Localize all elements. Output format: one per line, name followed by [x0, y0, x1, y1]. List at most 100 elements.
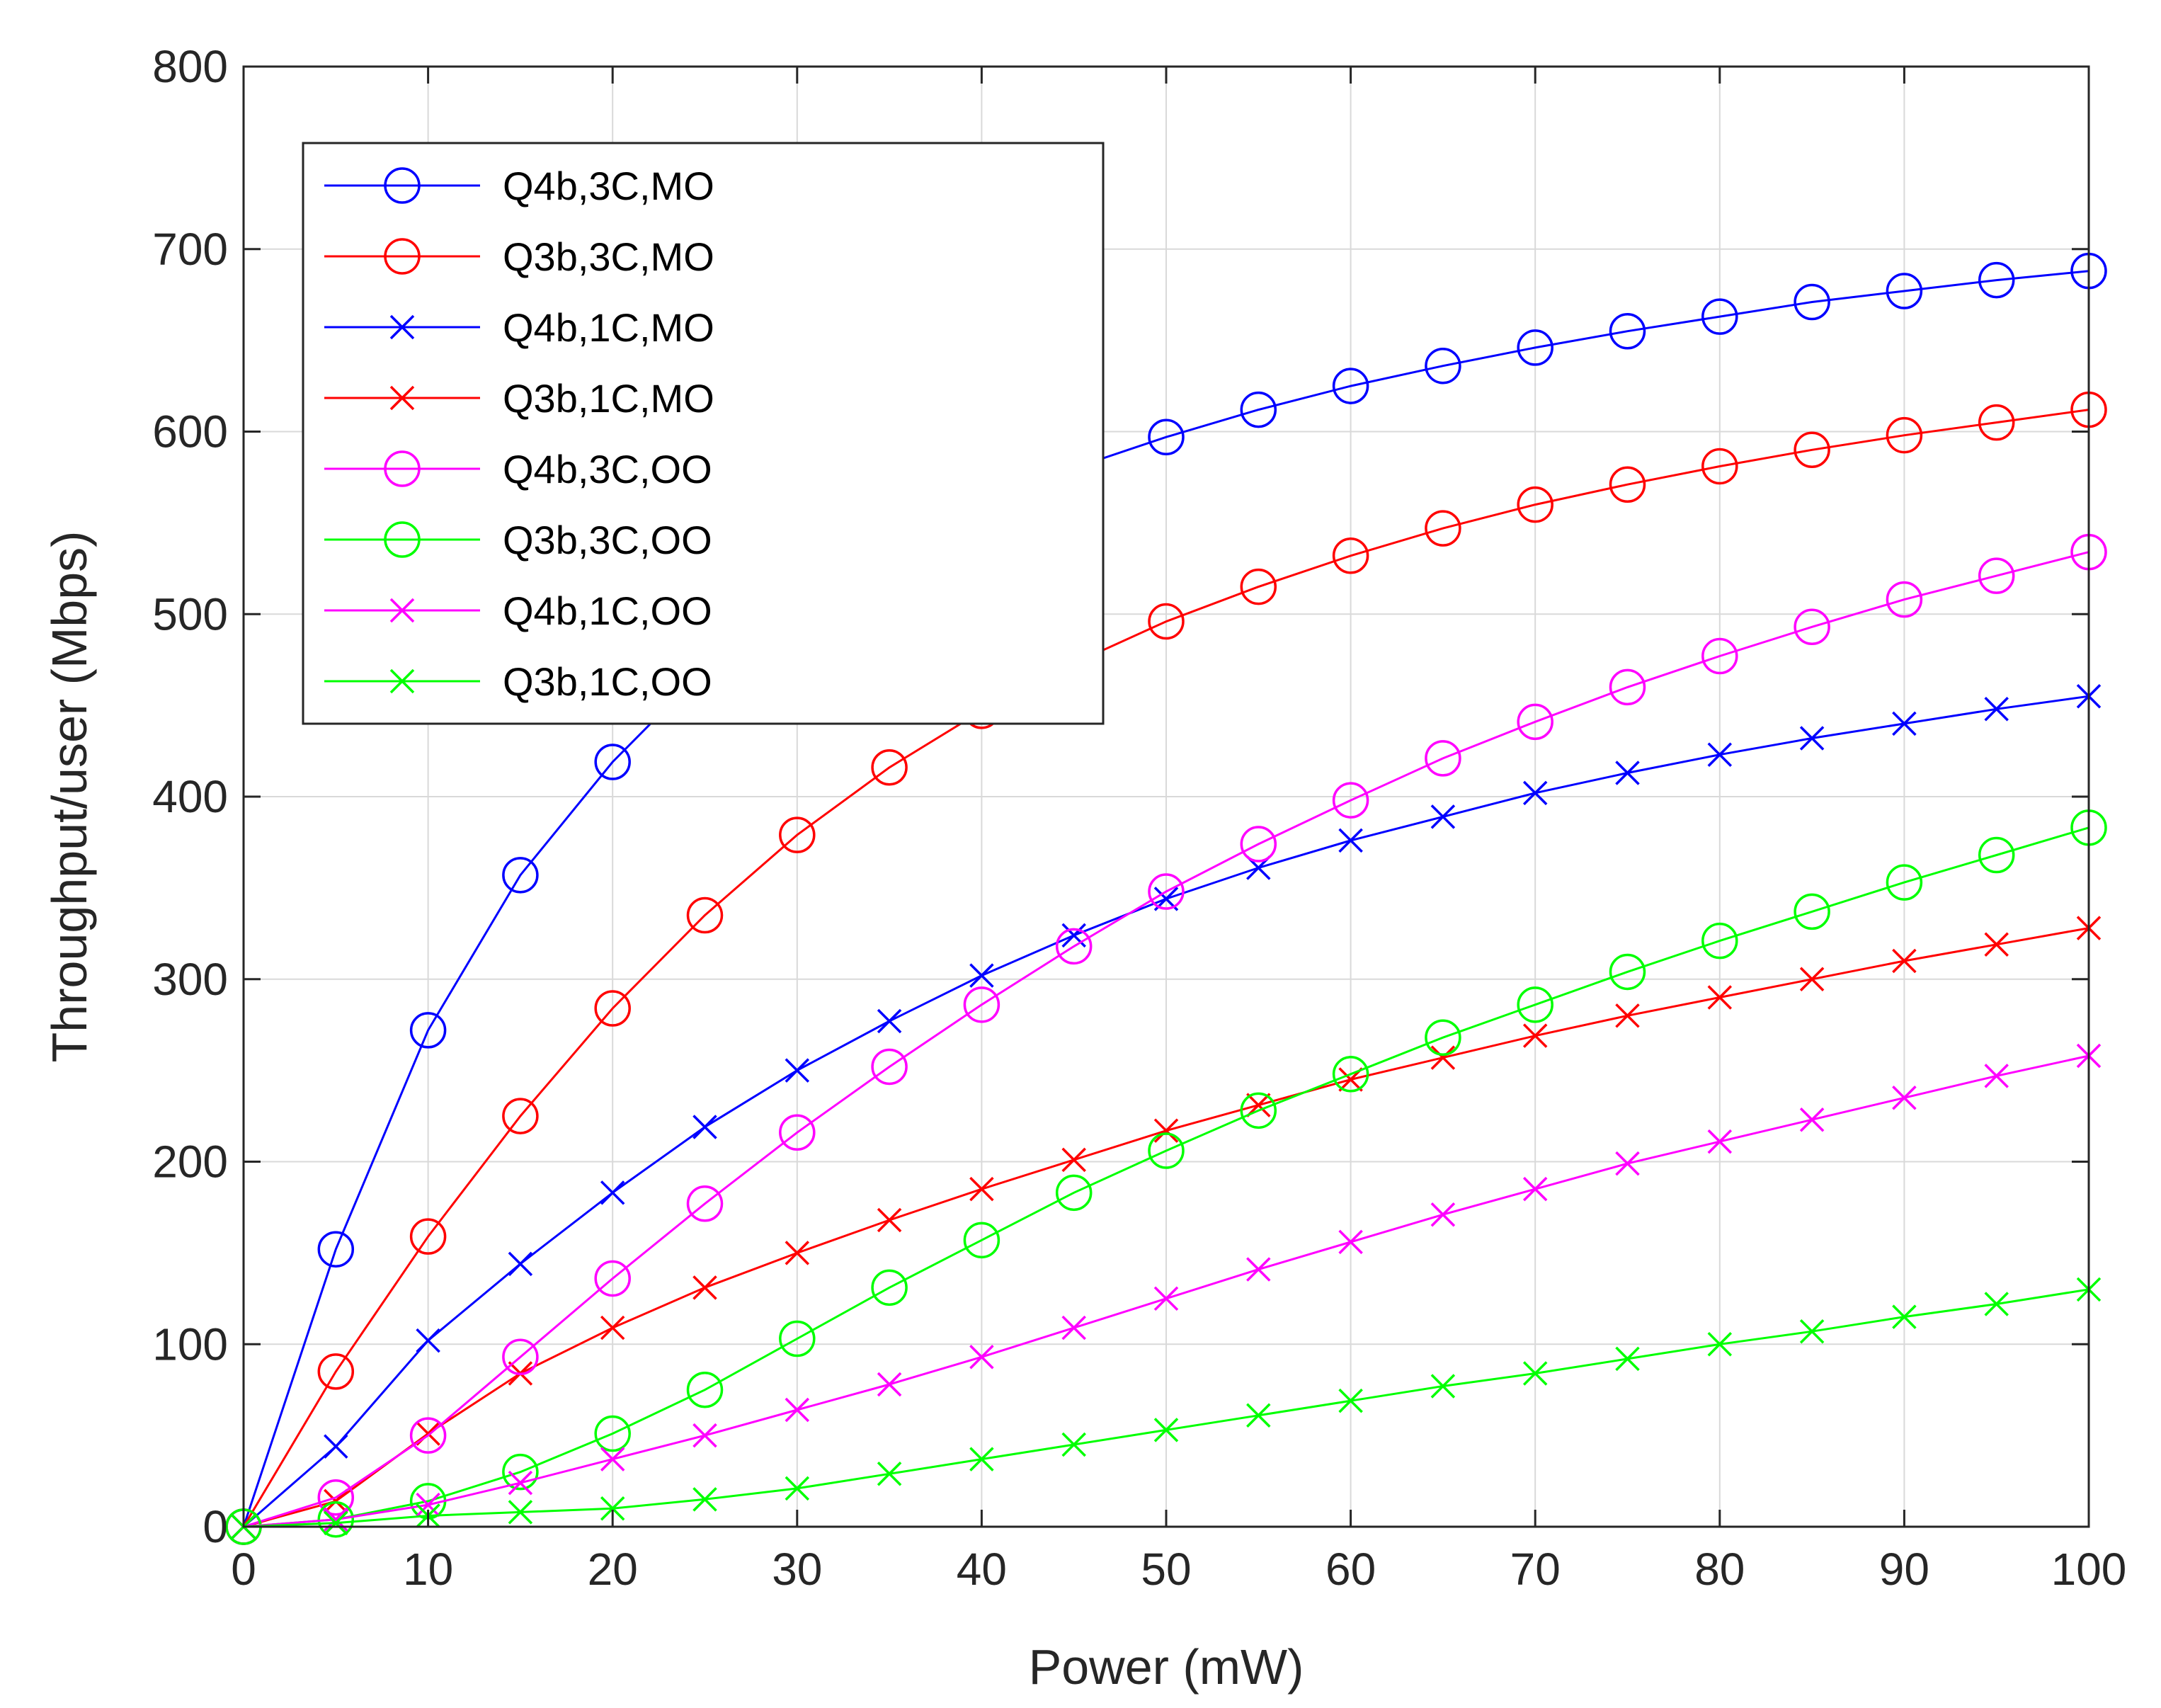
y-tick-label: 500	[152, 588, 228, 639]
data-point-q3b-1c-mo	[1615, 1003, 1640, 1028]
data-point-q4b-1c-oo	[1799, 1107, 1825, 1132]
data-point-q3b-1c-oo	[1246, 1403, 1271, 1428]
data-point-q3b-1c-mo	[1061, 1147, 1086, 1173]
data-point-q3b-1c-oo	[1430, 1374, 1456, 1399]
data-point-q3b-1c-mo	[785, 1241, 810, 1265]
data-point-q4b-3c-oo	[1701, 637, 1738, 675]
data-point-q4b-1c-mo-stroke-b	[1430, 804, 1456, 829]
series-line-q3b-3c-mo	[242, 409, 2089, 1527]
data-point-q3b-3c-oo	[686, 1371, 724, 1408]
data-point-q3b-3c-mo	[1332, 537, 1369, 574]
data-point-q3b-3c-oo	[1055, 1174, 1093, 1212]
data-point-q4b-3c-mo	[1517, 329, 1553, 366]
data-point-q3b-3c-mo	[686, 896, 724, 934]
legend-label: Q3b,1C,OO	[503, 659, 712, 704]
legend-entry-q3b-3c-oo: Q3b,3C,OO	[324, 518, 712, 562]
data-point-q4b-1c-mo-stroke-b	[1061, 923, 1086, 948]
legend-box	[302, 142, 1105, 725]
data-point-q4b-1c-oo-stroke-b	[1707, 1129, 1733, 1154]
y-tick-label: 700	[152, 224, 228, 275]
data-point-q3b-3c-mo	[871, 749, 908, 786]
data-point-q3b-3c-oo	[502, 1453, 539, 1491]
data-point-q3b-1c-mo-stroke-b	[692, 1275, 717, 1300]
data-point-q4b-1c-oo-stroke-b	[416, 1492, 440, 1518]
data-point-q3b-1c-mo	[1984, 932, 2009, 957]
data-point-q4b-1c-oo	[1522, 1176, 1548, 1202]
data-point-q4b-1c-oo	[1707, 1129, 1733, 1154]
legend-swatch-marker	[384, 238, 421, 275]
data-point-q3b-1c-oo-stroke-b	[1984, 1292, 2009, 1316]
legend-label: Q4b,1C,MO	[503, 305, 714, 350]
data-point-q3b-3c-mo	[1148, 603, 1185, 640]
data-point-q3b-1c-mo-stroke-b	[600, 1315, 625, 1340]
data-point-q4b-1c-mo	[324, 1434, 348, 1459]
data-point-q4b-3c-mo	[594, 744, 631, 780]
data-point-q4b-3c-mo	[409, 1012, 447, 1049]
data-point-q4b-1c-mo-stroke-b	[416, 1328, 440, 1353]
data-point-q4b-3c-oo	[1055, 928, 1093, 965]
legend-label: Q3b,3C,MO	[503, 234, 714, 279]
legend-label: Q4b,3C,OO	[503, 447, 712, 491]
data-point-q3b-1c-oo-stroke-b	[1522, 1361, 1548, 1386]
data-point-q4b-3c-oo	[409, 1417, 447, 1454]
data-point-q3b-1c-mo-stroke-b	[1984, 932, 2009, 957]
legend-swatch-marker-stroke-b	[389, 598, 415, 623]
legend-entry-q4b-3c-mo: Q4b,3C,MO	[324, 164, 714, 208]
data-point-q3b-1c-oo	[1892, 1304, 1917, 1329]
data-point-q4b-1c-oo-stroke-b	[1799, 1107, 1825, 1132]
data-point-q4b-1c-oo	[1061, 1315, 1086, 1340]
data-point-q3b-3c-oo	[1701, 922, 1738, 960]
data-point-q4b-1c-oo	[508, 1470, 533, 1496]
data-point-q4b-1c-oo	[416, 1492, 440, 1518]
data-point-q3b-1c-oo-stroke-b	[600, 1496, 625, 1521]
y-tick-label: 200	[152, 1137, 228, 1188]
data-point-q3b-1c-oo-stroke-b	[1153, 1418, 1179, 1442]
data-point-q4b-3c-oo	[1332, 782, 1369, 819]
data-point-q4b-1c-oo	[1246, 1257, 1271, 1282]
data-point-q3b-1c-mo	[877, 1207, 902, 1233]
data-point-q4b-3c-mo	[1978, 261, 2015, 299]
data-point-q3b-3c-mo	[1886, 416, 1923, 454]
data-point-q3b-1c-oo-stroke-b	[969, 1447, 994, 1471]
data-point-q4b-1c-mo-stroke-b	[600, 1180, 625, 1205]
data-point-q4b-1c-mo-stroke-b	[1615, 761, 1640, 785]
legend-entry-q4b-3c-oo: Q4b,3C,OO	[324, 447, 712, 491]
y-tick-label: 300	[152, 954, 228, 1005]
data-point-q3b-1c-mo	[1707, 985, 1733, 1010]
series-q3b-1c-mo	[231, 916, 2102, 1539]
data-point-q3b-1c-oo-stroke-b	[1799, 1319, 1825, 1344]
data-point-q3b-3c-mo	[1517, 486, 1553, 523]
x-tick-label: 30	[772, 1544, 822, 1595]
data-point-q4b-1c-mo-stroke-b	[508, 1251, 533, 1277]
data-point-q3b-1c-oo-stroke-b	[324, 1510, 348, 1536]
data-point-q3b-1c-oo-stroke-b	[1615, 1346, 1640, 1372]
data-point-q3b-1c-oo	[877, 1462, 902, 1486]
data-point-q3b-1c-oo-stroke-b	[877, 1462, 902, 1486]
data-point-q4b-1c-mo	[416, 1328, 440, 1353]
data-point-q3b-3c-mo	[317, 1353, 355, 1390]
data-point-q4b-3c-oo	[1978, 557, 2015, 594]
legend-entry-q4b-1c-oo: Q4b,1C,OO	[324, 588, 712, 633]
x-tick-label: 80	[1694, 1544, 1745, 1595]
legend-entry-q4b-1c-mo: Q4b,1C,MO	[324, 305, 714, 350]
legend-swatch-marker	[384, 521, 421, 558]
data-point-q4b-1c-mo-stroke-b	[969, 963, 994, 988]
data-point-q3b-1c-oo-stroke-b	[1338, 1388, 1363, 1413]
legend-label: Q3b,3C,OO	[503, 518, 712, 562]
legend-label: Q3b,1C,MO	[503, 376, 714, 421]
data-point-q4b-1c-mo	[1430, 804, 1456, 829]
data-point-q3b-1c-mo	[1246, 1093, 1271, 1117]
data-point-q4b-3c-oo	[594, 1260, 631, 1297]
data-point-q3b-1c-mo	[692, 1275, 717, 1300]
data-point-q3b-1c-oo	[1153, 1418, 1179, 1442]
data-point-q3b-3c-oo	[1332, 1056, 1369, 1093]
data-point-q4b-1c-oo	[785, 1397, 810, 1423]
legend-swatch-marker	[384, 167, 421, 204]
data-point-q4b-3c-oo	[963, 986, 1000, 1023]
legend-entry-q3b-3c-mo: Q3b,3C,MO	[324, 234, 714, 279]
y-tick-label: 400	[152, 771, 228, 822]
x-tick-label: 40	[957, 1544, 1007, 1595]
data-point-q4b-3c-oo	[1794, 608, 1830, 646]
data-point-q3b-3c-oo	[1240, 1092, 1277, 1129]
data-point-q4b-1c-mo	[969, 963, 994, 988]
